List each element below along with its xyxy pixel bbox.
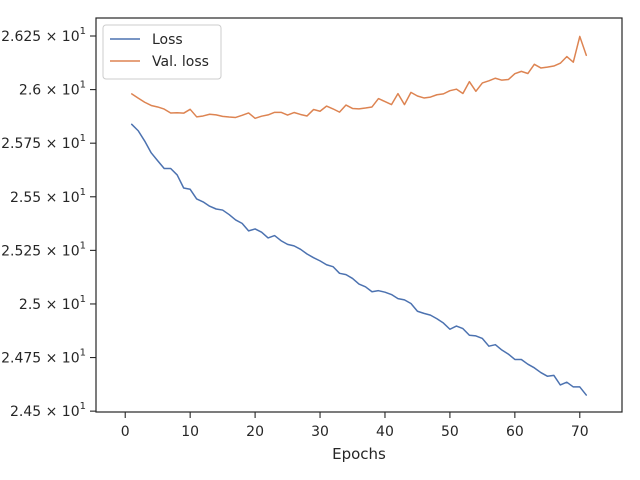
y-tick-exponent: 1: [80, 401, 86, 412]
y-tick-exponent: 1: [80, 240, 86, 251]
y-tick-label: 2.575 × 101: [1, 133, 86, 152]
x-tick-label: 60: [506, 424, 524, 440]
y-tick-mantissa: 2.6 × 10: [19, 83, 80, 99]
legend: Loss Val. loss: [102, 24, 222, 80]
y-tick-mantissa: 2.55 × 10: [10, 190, 80, 206]
series-layer: [130, 35, 588, 396]
series-line-val-loss: [130, 35, 588, 120]
y-tick-mantissa: 2.475 × 10: [1, 351, 80, 367]
y-tick-exponent: 1: [80, 348, 86, 359]
x-tick-label: 20: [246, 424, 264, 440]
x-axis-ticks: 0 10 20 30 40 50 60 70: [121, 412, 589, 440]
legend-label: Val. loss: [152, 54, 209, 70]
x-tick-label: 40: [376, 424, 394, 440]
x-tick-label: 30: [311, 424, 329, 440]
y-tick-mantissa: 2.575 × 10: [1, 136, 80, 152]
x-axis-label: Epochs: [332, 445, 386, 463]
y-tick-exponent: 1: [80, 26, 86, 37]
y-tick-mantissa: 2.625 × 10: [1, 29, 80, 45]
y-tick-label: 2.475 × 101: [1, 348, 86, 367]
y-tick-label: 2.5 × 101: [19, 294, 86, 313]
y-tick-exponent: 1: [80, 294, 86, 305]
y-tick-exponent: 1: [80, 133, 86, 144]
y-tick-label: 2.45 × 101: [10, 401, 86, 420]
legend-items: Loss Val. loss: [110, 32, 209, 70]
y-tick-label: 2.55 × 101: [10, 187, 86, 206]
series-line-loss: [130, 123, 588, 396]
x-tick-label: 50: [441, 424, 459, 440]
y-tick-exponent: 1: [80, 80, 86, 91]
x-tick-label: 0: [121, 424, 130, 440]
y-tick-label: 2.525 × 101: [1, 240, 86, 259]
plot-frame: [95, 17, 623, 413]
x-tick-label: 10: [181, 424, 199, 440]
y-tick-exponent: 1: [80, 187, 86, 198]
y-tick-label: 2.625 × 101: [1, 26, 86, 45]
y-tick-mantissa: 2.525 × 10: [1, 243, 80, 259]
y-tick-mantissa: 2.45 × 10: [10, 404, 80, 420]
x-tick-label: 70: [571, 424, 589, 440]
legend-label: Loss: [152, 32, 183, 48]
y-tick-mantissa: 2.5 × 10: [19, 297, 80, 313]
y-tick-label: 2.6 × 101: [19, 80, 86, 99]
